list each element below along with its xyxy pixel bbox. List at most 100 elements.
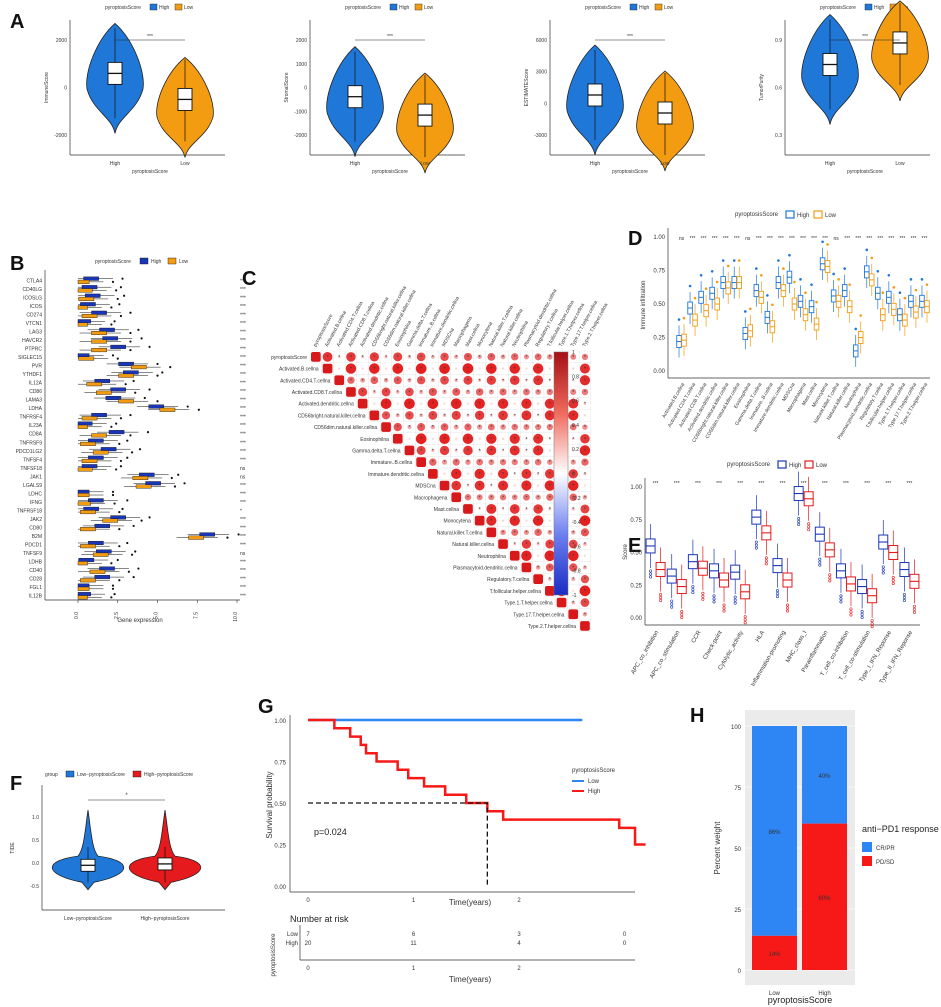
c-cell-circle	[513, 402, 516, 405]
b-outlier	[161, 371, 164, 374]
b-gene-label: IFNG	[30, 500, 42, 506]
c-cell-circle	[404, 398, 415, 409]
c-cell-star: *	[444, 437, 446, 443]
c-cell-circle	[501, 437, 505, 440]
e-sig: ***	[822, 481, 828, 487]
e-outlier	[828, 576, 832, 580]
b-gene-label: B2M	[32, 534, 42, 540]
c-cell-circle	[408, 367, 411, 370]
c-cell-circle	[490, 472, 493, 476]
c-cell-circle	[451, 410, 461, 420]
a-xtick: High	[110, 161, 121, 167]
c-cell-circle	[535, 565, 541, 570]
c-cell-circle	[532, 363, 544, 374]
d-ytick: 0.75	[653, 269, 665, 275]
c-cell-circle	[474, 410, 485, 421]
c-cell-star: *	[584, 425, 586, 431]
b-gene-label: CD86	[29, 389, 42, 395]
c-cell-star: *	[525, 425, 527, 431]
c-cell-circle	[337, 355, 341, 359]
b-sig: ***	[240, 491, 246, 497]
c-cell-circle	[523, 459, 530, 466]
c-cell-star: *	[572, 507, 574, 513]
d-legend-low: Low	[825, 213, 837, 219]
e-outlier	[797, 520, 801, 524]
b-sig: ns	[240, 474, 246, 480]
c-cell-star: *	[385, 390, 387, 396]
e-sig: ***	[716, 481, 722, 487]
c-cell-star: *	[514, 437, 516, 443]
g-risk-ylabel: pyroptosisScore	[271, 933, 277, 977]
c-cell-star: *	[490, 448, 492, 454]
c-cell-circle	[451, 480, 462, 491]
c-row-label: T.follicular.helper.cellna	[490, 589, 542, 595]
e-outlier	[712, 594, 716, 598]
c-cell-diagonal	[580, 621, 590, 631]
h-legend-crpr: CR/PR	[876, 846, 895, 852]
a-legend-low: Low	[664, 5, 674, 11]
a-sig-label: ***	[862, 34, 868, 40]
c-cell-circle	[536, 484, 540, 487]
c-cell-diagonal	[404, 445, 415, 456]
c-cell-star: *	[584, 542, 586, 548]
c-cell-star: *	[514, 425, 516, 431]
b-box	[92, 552, 109, 557]
c-cell-star: *	[490, 507, 492, 513]
e-legend-low: Low	[816, 463, 828, 469]
c-cell-star: *	[525, 484, 527, 490]
c-cell-diagonal	[322, 363, 333, 374]
c-cell-circle	[373, 402, 376, 405]
c-row-label: Activated.dendritic.cellna	[298, 402, 354, 408]
e-sig: ***	[843, 481, 849, 487]
a-xtick: Low	[420, 161, 430, 167]
e-outlier	[797, 517, 801, 521]
c-cell-star: *	[455, 460, 457, 466]
c-cell-circle	[570, 459, 576, 465]
e-sig: ***	[780, 481, 786, 487]
b-box	[96, 390, 112, 395]
h-ytick: 25	[734, 908, 741, 914]
c-row-label: Type.2.T.helper.cellna	[528, 624, 577, 630]
c-cell-star: *	[362, 378, 364, 384]
h-xtick: High	[818, 991, 830, 997]
d-outlier	[721, 259, 725, 262]
c-cell-star: *	[572, 378, 574, 384]
c-cell-circle	[571, 507, 575, 511]
c-cell-star: *	[584, 601, 586, 607]
c-cell-star: *	[408, 355, 410, 361]
b-outlier	[123, 294, 126, 297]
d-outlier	[804, 291, 807, 295]
b-outlier	[226, 536, 229, 539]
e-outlier	[785, 606, 789, 610]
c-cell-star: *	[444, 355, 446, 361]
c-cell-star: *	[479, 495, 481, 501]
b-outlier	[130, 553, 134, 556]
c-colorbar-tick: 0.2	[572, 447, 579, 453]
c-cell-star: *	[432, 413, 434, 419]
c-cell-star: *	[467, 460, 469, 466]
c-cell-circle	[498, 410, 508, 421]
d-outlier	[788, 253, 791, 257]
c-cell-circle	[443, 472, 446, 476]
e-outlier	[818, 563, 822, 567]
c-cell-star: *	[525, 460, 527, 466]
b-box	[132, 475, 149, 480]
c-cell-circle	[545, 563, 554, 572]
b-gene-label: IL23A	[29, 423, 43, 429]
c-cell-star: *	[537, 390, 539, 396]
e-outlier	[754, 540, 758, 544]
a-legend-low: Low	[184, 5, 194, 11]
b-outlier	[132, 575, 135, 579]
c-cell-circle	[580, 528, 589, 537]
c-cell-circle	[443, 402, 446, 405]
c-row-label: Mast.cellna	[434, 507, 460, 513]
b-gene-label: IL12B	[29, 594, 43, 600]
c-cell-circle	[548, 507, 552, 511]
a-ytick: 0.3	[775, 133, 782, 139]
g-risk-value: 11	[410, 941, 417, 947]
b-gene-label: LDHC	[28, 491, 42, 497]
c-cell-diagonal	[381, 422, 391, 432]
c-cell-circle	[462, 433, 474, 444]
d-outlier	[848, 283, 851, 286]
b-xtick: 2.5	[114, 612, 120, 619]
